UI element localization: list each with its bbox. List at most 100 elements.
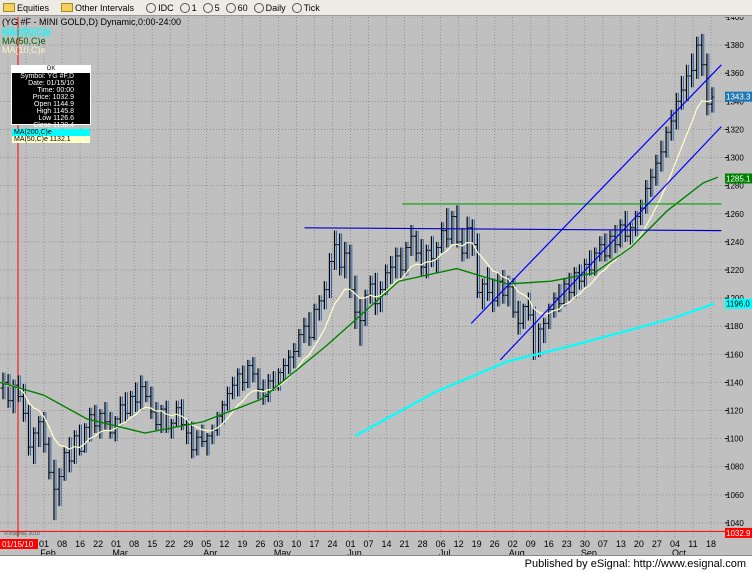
- x-tick-label: 08: [129, 539, 139, 549]
- x-tick-label: 16: [75, 539, 85, 549]
- last-price-tag-label: 1343.3: [726, 93, 751, 102]
- data-row-ma200: MA(200,C)e: [12, 129, 90, 136]
- toolbar-item-idc[interactable]: IDC: [146, 2, 174, 13]
- x-tick-label: 05: [201, 539, 211, 549]
- data-row-high: High 1145.8: [36, 108, 74, 115]
- x-tick-label: 01: [111, 539, 121, 549]
- x-tick-label: 27: [652, 539, 662, 549]
- cursor-date-label: 01/15/10: [2, 540, 34, 549]
- price-chart[interactable]: 1125010816220108152229051219260310172401…: [0, 17, 725, 555]
- y-tick-label: 1380: [726, 41, 744, 50]
- x-tick-label: 26: [490, 539, 500, 549]
- y-tick-label: 1300: [726, 154, 744, 163]
- axis-background: [725, 17, 752, 555]
- month-label: Jul: [439, 548, 451, 555]
- x-tick-label: 01: [345, 539, 355, 549]
- y-tick-label: 1160: [726, 350, 744, 359]
- month-label: Apr: [203, 548, 217, 555]
- x-tick-label: 12: [454, 539, 464, 549]
- last-price-tag: [725, 298, 752, 309]
- channel-lower-line: [499, 126, 722, 361]
- ma200-line: [354, 302, 715, 437]
- clock-icon: [146, 2, 157, 13]
- y-tick-label: 1400: [726, 17, 744, 22]
- x-tick-label: 10: [291, 539, 301, 549]
- y-tick-label: 1120: [726, 407, 744, 416]
- last-price-tag: [725, 173, 752, 184]
- x-tick-label: 30: [580, 539, 590, 549]
- x-tick-label: 19: [237, 539, 247, 549]
- x-tick-label: 03: [273, 539, 283, 549]
- x-tick-label: 06: [436, 539, 446, 549]
- x-tick-label: 28: [418, 539, 428, 549]
- toolbar-item-tick[interactable]: Tick: [291, 2, 320, 13]
- x-tick-label: 13: [616, 539, 626, 549]
- data-row-time: Time: 00:00: [37, 87, 74, 94]
- last-price-tag-label: 1285.1: [726, 174, 751, 183]
- folder-icon: [3, 3, 15, 12]
- toolbar: Equities Other Intervals IDC 1 5 60 Dail…: [0, 0, 752, 16]
- data-window-header: OK: [12, 66, 90, 73]
- y-tick-label: 1280: [726, 182, 744, 191]
- x-tick-label: 09: [526, 539, 536, 549]
- x-tick-label: 15: [147, 539, 157, 549]
- month-label: Oct: [672, 548, 687, 555]
- x-tick-label: 21: [400, 539, 410, 549]
- y-tick-label: 1060: [726, 491, 744, 500]
- x-tick-label: 14: [382, 539, 392, 549]
- chart-background: [0, 17, 725, 555]
- month-label: Sep: [581, 548, 597, 555]
- y-tick-label: 1320: [726, 125, 744, 134]
- y-tick-label: 1180: [726, 322, 744, 331]
- toolbar-item-1[interactable]: 1: [179, 2, 197, 13]
- channel-upper-line: [470, 64, 722, 324]
- data-row-open: Open 1144.9: [34, 101, 74, 108]
- y-tick-label: 1200: [726, 294, 744, 303]
- data-row-price: Price: 1032.9: [32, 94, 74, 101]
- cursor-date-tag: 01/15/10: [0, 539, 38, 549]
- data-row-ma50: MA(50,C)e 1132.1: [12, 136, 90, 143]
- toolbar-item-daily[interactable]: Daily: [253, 2, 286, 13]
- clock-icon: [225, 2, 236, 13]
- data-row-symbol: Symbol: YG #F,D: [20, 73, 74, 80]
- x-tick-label: 07: [598, 539, 608, 549]
- last-price-tag-label: 1032.9: [726, 529, 751, 538]
- data-row-date: Date: 01/15/10: [28, 80, 74, 87]
- published-by-label: Published by eSignal: http://www.esignal…: [524, 558, 746, 570]
- y-tick-label: 1240: [726, 238, 744, 247]
- watermark: © eSignal, 2010: [4, 530, 40, 537]
- toolbar-item-5[interactable]: 5: [202, 2, 220, 13]
- chart-title: (YG #F - MINI GOLD,D) Dynamic,0:00-24:00: [2, 17, 182, 27]
- x-tick-label: 02: [508, 539, 518, 549]
- y-tick-label: 1260: [726, 210, 744, 219]
- month-label: Aug: [509, 548, 525, 555]
- y-tick-label: 1140: [726, 378, 744, 387]
- x-tick-label: 22: [93, 539, 103, 549]
- x-tick-label: 20: [634, 539, 644, 549]
- clock-icon: [253, 2, 264, 13]
- x-tick-label: 07: [364, 539, 374, 549]
- toolbar-item-equities[interactable]: Equities: [3, 3, 49, 13]
- y-tick-label: 1080: [726, 463, 744, 472]
- ma10-line: [2, 100, 713, 450]
- x-tick-label: 08: [57, 539, 67, 549]
- footer-bar: Published by eSignal: http://www.esignal…: [0, 555, 752, 573]
- x-tick-label: 16: [544, 539, 554, 549]
- data-window[interactable]: OK Symbol: YG #F,D Date: 01/15/10 Time: …: [11, 65, 91, 143]
- last-price-tag: [725, 527, 752, 538]
- legend-ma10: MA(10,C)e: [2, 45, 46, 55]
- toolbar-item-60[interactable]: 60: [225, 2, 248, 13]
- month-label: Jun: [347, 548, 362, 555]
- cursor-date-tag-bg: [0, 539, 38, 549]
- clock-icon: [291, 2, 302, 13]
- x-tick-label: 23: [562, 539, 572, 549]
- horizontal-blue-line: [304, 227, 722, 232]
- x-tick-label: 26: [255, 539, 265, 549]
- x-tick-label: 22: [165, 539, 175, 549]
- month-label: Feb: [40, 548, 56, 555]
- toolbar-item-other-intervals[interactable]: Other Intervals: [61, 3, 134, 13]
- y-tick-label: 1100: [726, 435, 744, 444]
- x-tick-label: 24: [327, 539, 337, 549]
- y-tick-label: 1040: [726, 519, 744, 528]
- last-price-tag: [725, 91, 752, 102]
